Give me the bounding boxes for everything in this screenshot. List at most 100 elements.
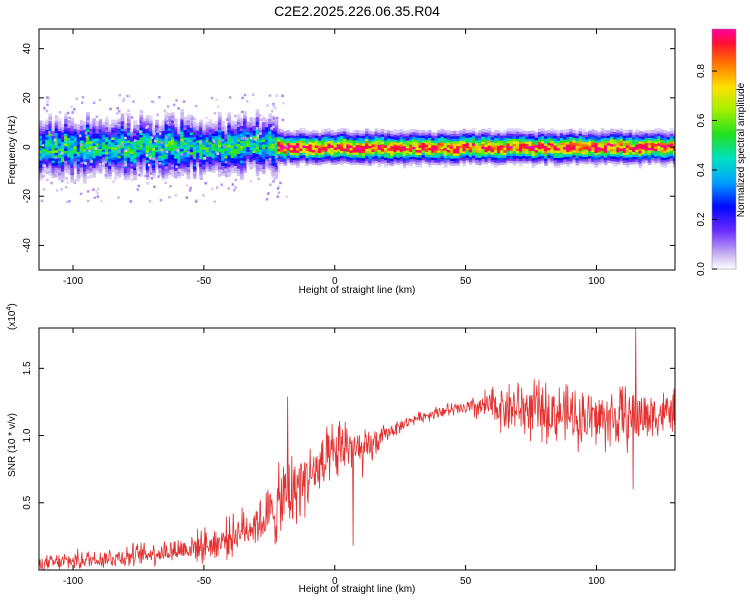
- heatmap-cell: [139, 139, 144, 143]
- heatmap-cell: [167, 137, 172, 141]
- heatmap-cell: [196, 161, 200, 165]
- heatmap-cell: [120, 150, 125, 154]
- heatmap-cell: [152, 147, 156, 151]
- heatmap-cell: [205, 141, 210, 145]
- heatmap-cell: [177, 148, 181, 152]
- heatmap-cell: [402, 157, 407, 161]
- heatmap-cell: [183, 151, 188, 155]
- heatmap-cell: [603, 142, 608, 146]
- heatmap-cell: [443, 157, 448, 161]
- heatmap-cell: [563, 136, 567, 140]
- heatmap-cell: [133, 120, 137, 124]
- heatmap-cell: [152, 169, 156, 173]
- heatmap-cell: [145, 129, 150, 133]
- heatmap-cell: [456, 138, 460, 142]
- heatmap-cell: [541, 130, 545, 134]
- heatmap-cell: [192, 146, 197, 150]
- heatmap-cell: [243, 150, 247, 154]
- heatmap-cell: [136, 151, 141, 155]
- heatmap-cell: [205, 156, 210, 160]
- heatmap-cell: [390, 135, 394, 139]
- heatmap-cell: [566, 134, 570, 138]
- heatmap-cell: [481, 155, 485, 159]
- heatmap-cell: [114, 124, 119, 128]
- heatmap-cell: [607, 130, 611, 134]
- heatmap-cell: [196, 164, 200, 168]
- heatmap-cell: [189, 131, 194, 135]
- heatmap-cell: [603, 162, 608, 166]
- heatmap-cell: [493, 144, 498, 148]
- heatmap-cell: [227, 149, 232, 153]
- heatmap-cell: [200, 177, 203, 180]
- heatmap-cell: [186, 149, 191, 153]
- heatmap-cell: [308, 131, 313, 135]
- heatmap-cell: [537, 160, 542, 164]
- heatmap-cell: [133, 132, 137, 136]
- heatmap-cell: [180, 155, 184, 159]
- heatmap-cell: [230, 147, 235, 151]
- heatmap-cell: [355, 149, 360, 153]
- heatmap-cell: [139, 122, 144, 126]
- heatmap-cell: [180, 170, 184, 174]
- heatmap-cell: [437, 144, 442, 148]
- heatmap-cell: [512, 155, 517, 159]
- heatmap-cell: [249, 153, 254, 157]
- heatmap-cell: [255, 136, 260, 140]
- heatmap-cell: [145, 157, 150, 161]
- heatmap-cell: [139, 151, 144, 155]
- heatmap-cell: [123, 142, 128, 146]
- heatmap-cell: [98, 143, 103, 147]
- heatmap-cell: [89, 123, 93, 127]
- heatmap-cell: [64, 165, 68, 169]
- heatmap-cell: [240, 162, 244, 166]
- heatmap-cell: [76, 156, 81, 160]
- heatmap-cell: [268, 140, 272, 144]
- heatmap-cell: [424, 156, 429, 160]
- heatmap-cell: [218, 144, 222, 148]
- heatmap-cell: [299, 133, 303, 137]
- heatmap-cell: [98, 123, 103, 127]
- heatmap-cell: [478, 145, 482, 149]
- heatmap-cell: [42, 135, 46, 139]
- heatmap-cell: [218, 136, 222, 140]
- heatmap-cell: [660, 146, 664, 150]
- heatmap-cell: [358, 162, 363, 166]
- heatmap-cell: [218, 141, 222, 145]
- heatmap-cell: [525, 150, 529, 154]
- heatmap-cell: [368, 157, 372, 161]
- heatmap-cell: [183, 136, 188, 140]
- heatmap-cell: [158, 162, 162, 165]
- heatmap-cell: [149, 172, 153, 175]
- heatmap-cell: [252, 130, 257, 134]
- heatmap-cell: [305, 142, 310, 146]
- heatmap-cell: [490, 151, 495, 155]
- heatmap-cell: [105, 134, 109, 138]
- heatmap-cell: [421, 157, 426, 161]
- heatmap-cell: [271, 133, 276, 137]
- heatmap-cell: [167, 127, 172, 131]
- heatmap-cell: [274, 131, 279, 135]
- heatmap-cell: [225, 131, 228, 135]
- heatmap-cell: [108, 131, 112, 135]
- heatmap-cell: [531, 165, 536, 169]
- heatmap-cell: [262, 124, 266, 128]
- heatmap-cell: [635, 139, 639, 143]
- heatmap-cell: [167, 164, 172, 168]
- heatmap-cell: [126, 139, 131, 143]
- heatmap-cell: [218, 161, 222, 165]
- heatmap-cell: [194, 200, 198, 203]
- heatmap-cell: [64, 140, 68, 144]
- heatmap-cell: [120, 138, 125, 142]
- heatmap-cell: [575, 157, 580, 161]
- snr-x-tick-label: -100: [63, 576, 83, 587]
- heatmap-cell: [311, 134, 316, 138]
- heatmap-cell: [265, 148, 269, 152]
- heatmap-cell: [581, 161, 586, 165]
- heatmap-cell: [114, 139, 119, 143]
- heatmap-cell: [503, 142, 507, 146]
- heatmap-cell: [167, 150, 172, 154]
- heatmap-cell: [136, 163, 141, 167]
- heatmap-cell: [64, 135, 68, 139]
- heatmap-cell: [161, 150, 166, 154]
